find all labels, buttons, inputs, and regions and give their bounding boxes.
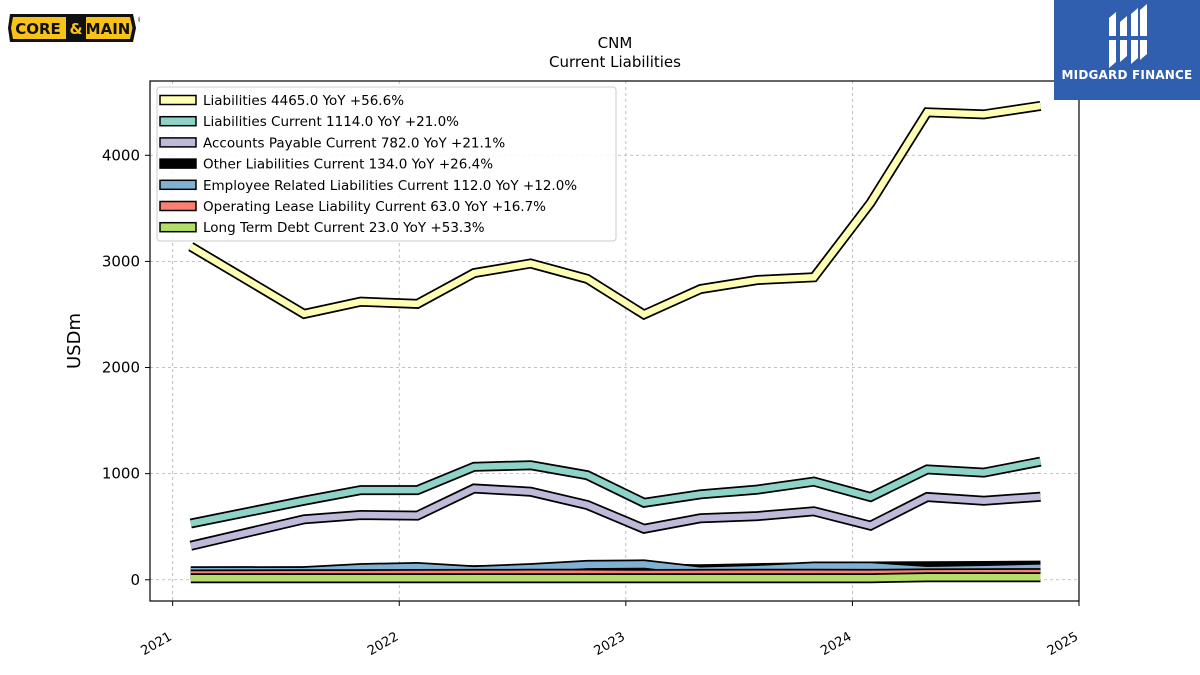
- series-line: [189, 102, 1041, 319]
- core-and-main-logo: CORE & MAIN ®: [8, 8, 144, 48]
- svg-text:&: &: [69, 20, 82, 38]
- chart-subtitle: Current Liabilities: [549, 53, 681, 71]
- legend-frame: [156, 86, 617, 242]
- svg-text:CORE: CORE: [15, 20, 61, 38]
- legend-swatch: [159, 94, 197, 106]
- legend-swatch: [159, 158, 197, 169]
- legend-swatch: [159, 200, 197, 212]
- legend-swatch: [159, 115, 197, 127]
- x-tick-label: 2021: [138, 629, 174, 659]
- y-tick-label: 0: [130, 571, 140, 589]
- y-tick-label: 4000: [102, 146, 140, 164]
- x-tick-label: 2023: [592, 629, 628, 659]
- series-line: [190, 458, 1042, 527]
- y-tick-label: 2000: [102, 359, 140, 377]
- series-lines: [188, 100, 1042, 584]
- series-long-term-debt-current: [190, 572, 1041, 584]
- y-axis-label: USDm: [64, 313, 85, 369]
- legend-label: Liabilities 4465.0 YoY +56.6%: [203, 93, 404, 109]
- y-tick-label: 3000: [102, 252, 140, 270]
- svg-text:®: ®: [137, 16, 140, 24]
- x-tick-label: 2024: [818, 629, 854, 659]
- y-tick-label: 1000: [102, 465, 140, 483]
- legend-label: Liabilities Current 1114.0 YoY +21.0%: [203, 114, 459, 130]
- legend-swatch: [159, 221, 197, 233]
- legend: Liabilities 4465.0 YoY +56.6% Liabilities…: [156, 86, 617, 242]
- legend-swatch: [159, 179, 197, 191]
- series-liabilities: [188, 100, 1042, 321]
- series-line: [190, 574, 1041, 582]
- x-tick-label: 2022: [365, 629, 401, 659]
- series-liabilities-current: [189, 456, 1042, 529]
- legend-label: Other Liabilities Current 134.0 YoY +26.…: [203, 157, 493, 173]
- chart-title: CNM: [598, 34, 633, 52]
- midgard-finance-logo-mark: [1108, 4, 1148, 68]
- legend-label: Long Term Debt Current 23.0 YoY +53.3%: [203, 220, 485, 236]
- legend-swatch: [159, 137, 197, 148]
- legend-label: Employee Related Liabilities Current 112…: [203, 178, 577, 194]
- plot-frame: [149, 80, 1080, 602]
- core-and-main-logo-mark: CORE & MAIN ®: [8, 14, 144, 42]
- x-tick-label: 2025: [1045, 629, 1081, 659]
- legend-label: Accounts Payable Current 782.0 YoY +21.1…: [203, 135, 505, 151]
- series-accounts-payable-current: [189, 483, 1041, 551]
- svg-text:MAIN: MAIN: [86, 20, 131, 38]
- legend-label: Operating Lease Liability Current 63.0 Y…: [203, 199, 546, 215]
- midgard-finance-wordmark: MIDGARD FINANCE: [1061, 68, 1193, 82]
- series-line: [190, 485, 1041, 549]
- midgard-finance-logo: MIDGARD FINANCE: [1054, 0, 1200, 100]
